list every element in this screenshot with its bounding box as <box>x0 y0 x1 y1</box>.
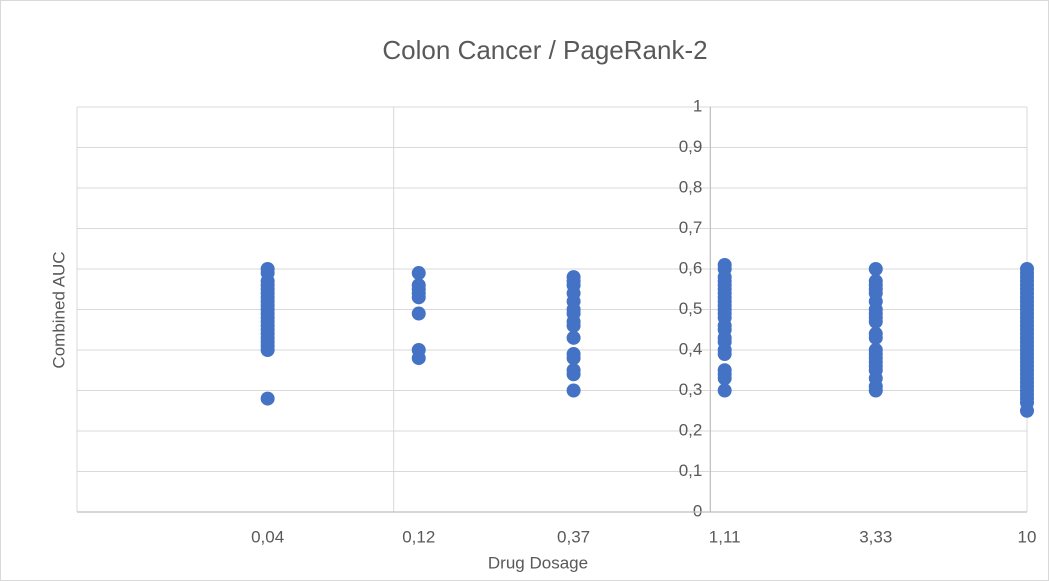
y-tick-label: 0,9 <box>679 137 703 156</box>
point <box>260 343 275 357</box>
point <box>717 383 732 398</box>
x-tick-label: 0,12 <box>402 527 435 546</box>
point <box>566 318 581 333</box>
chart-title: Colon Cancer / PageRank-2 <box>382 35 707 65</box>
y-tick-label: 0,1 <box>679 461 703 480</box>
y-tick-label: 0,2 <box>679 420 703 439</box>
x-tick-label: 1,11 <box>709 527 741 546</box>
y-tick-label: 0,6 <box>679 258 703 277</box>
y-tick-label: 0,5 <box>679 299 703 318</box>
point <box>868 262 883 276</box>
x-tick-label: 0,37 <box>557 527 590 546</box>
point <box>411 306 426 321</box>
y-tick-label: 0,4 <box>679 339 703 358</box>
point <box>411 266 426 281</box>
point <box>411 351 426 366</box>
point <box>717 371 732 386</box>
point <box>868 330 883 345</box>
y-tick-label: 0,3 <box>679 380 703 399</box>
point <box>868 383 883 398</box>
y-tick-label: 0,8 <box>679 177 703 196</box>
x-axis-label: Drug Dosage <box>488 553 588 572</box>
x-tick-label: 3,33 <box>859 527 892 546</box>
point <box>260 391 275 406</box>
point <box>717 347 732 362</box>
point <box>566 351 581 366</box>
y-tick-label: 0,7 <box>679 218 703 237</box>
y-tick-label: 0 <box>693 501 702 520</box>
point <box>1020 403 1034 418</box>
x-tick-label: 0,04 <box>251 527 284 546</box>
point <box>411 290 426 305</box>
y-tick-label: 1 <box>693 96 702 115</box>
point <box>566 383 581 398</box>
point <box>566 367 581 382</box>
x-tick-label: 10 <box>1018 527 1037 546</box>
y-axis-label: Combined AUC <box>49 251 68 368</box>
point <box>868 314 883 329</box>
point <box>566 330 581 345</box>
